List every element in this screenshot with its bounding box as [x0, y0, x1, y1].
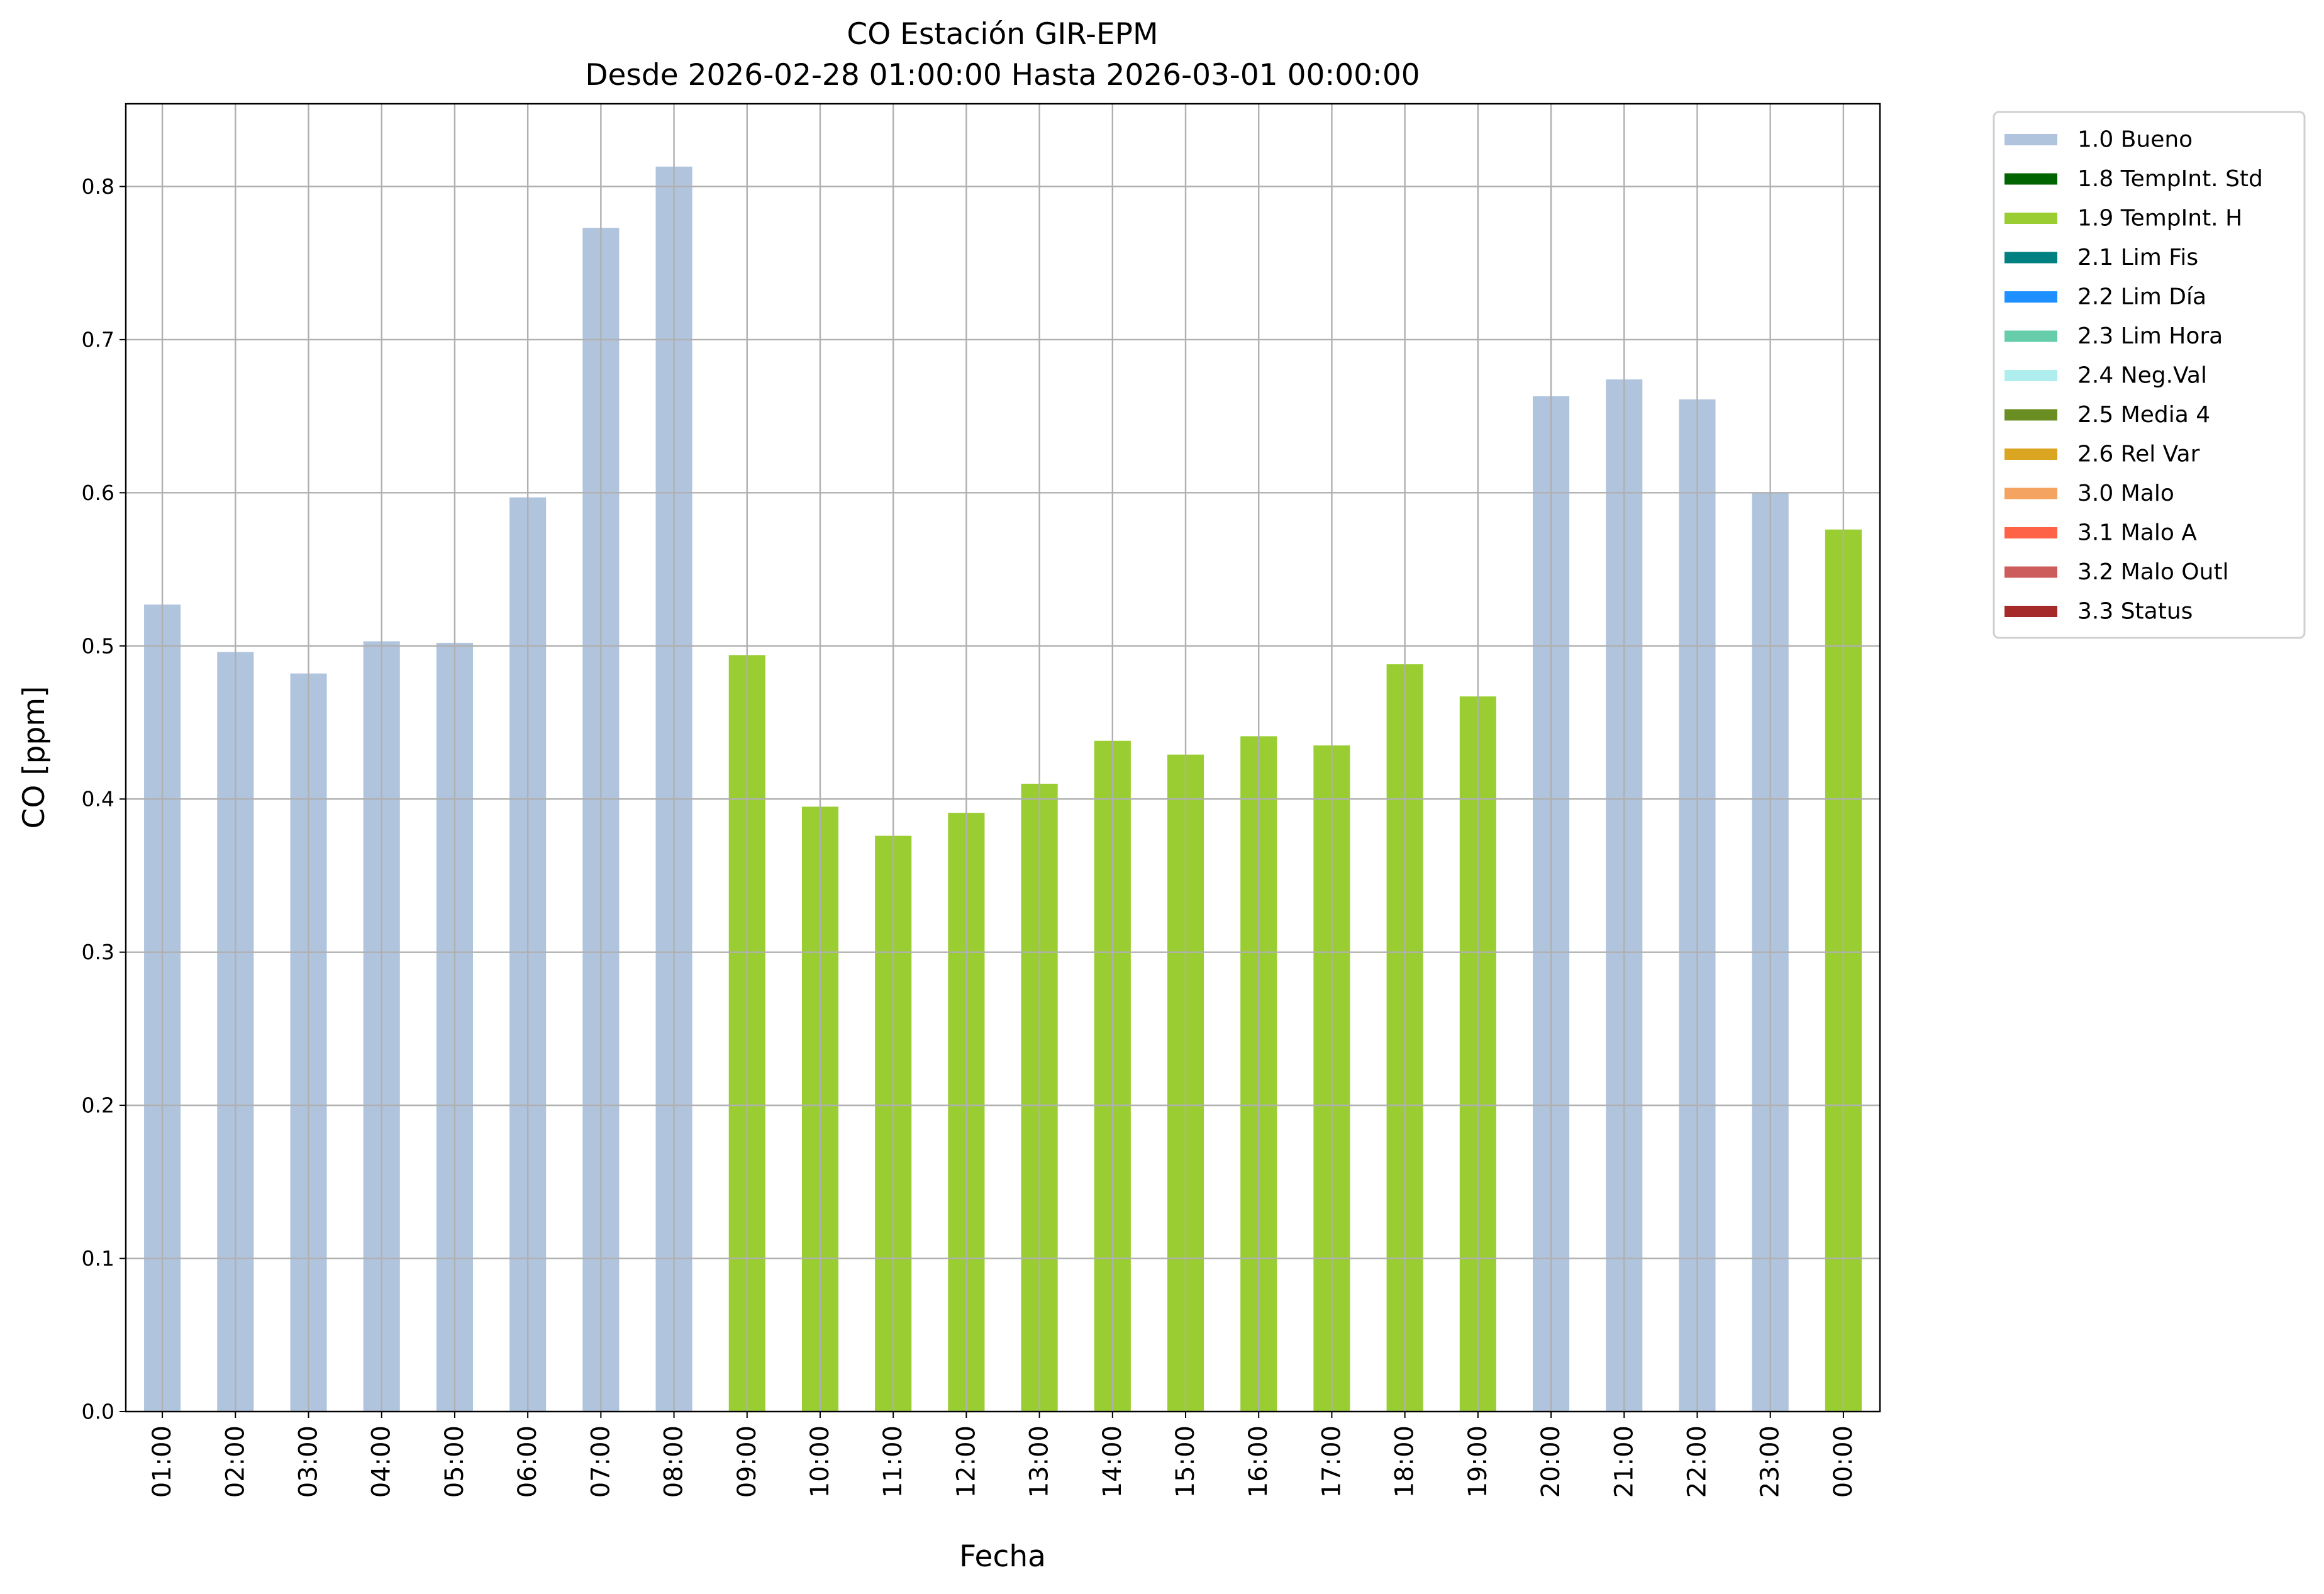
x-tick-label: 02:00	[221, 1425, 250, 1498]
x-tick-label: 22:00	[1682, 1425, 1711, 1498]
x-axis-label: Fecha	[959, 1539, 1046, 1574]
legend-label: 1.8 TempInt. Std	[2077, 166, 2263, 192]
x-tick-label: 21:00	[1610, 1425, 1638, 1498]
legend: 1.0 Bueno 1.8 TempInt. Std 1.9 TempInt. H 2…	[1993, 111, 2306, 639]
x-tick-label: 04:00	[367, 1425, 396, 1498]
x-tick-label: 15:00	[1171, 1425, 1200, 1498]
y-axis-label: CO [ppm]	[17, 686, 52, 829]
legend-label: 2.2 Lim Día	[2077, 284, 2206, 310]
legend-swatch	[2004, 527, 2057, 538]
legend-swatch	[2004, 566, 2057, 578]
legend-label: 2.6 Rel Var	[2077, 442, 2200, 467]
legend-swatch	[2004, 409, 2057, 421]
y-tick-label: 0.7	[82, 327, 114, 352]
legend-label: 1.9 TempInt. H	[2077, 206, 2242, 231]
legend-label: 2.5 Media 4	[2077, 402, 2210, 428]
legend-swatch	[2004, 252, 2057, 264]
y-tick-label: 0.2	[82, 1093, 114, 1118]
legend-label: 3.2 Malo Outl	[2077, 559, 2229, 585]
legend-swatch	[2004, 173, 2057, 185]
x-tick-label: 12:00	[952, 1425, 981, 1498]
chart-title: CO Estación GIR-EPM	[847, 17, 1158, 52]
legend-label: 2.4 Neg.Val	[2077, 363, 2207, 389]
legend-label: 2.3 Lim Hora	[2077, 323, 2223, 349]
x-tick-label: 05:00	[440, 1425, 469, 1498]
legend-label: 3.3 Status	[2077, 599, 2193, 625]
legend-swatch	[2004, 134, 2057, 145]
legend-swatch	[2004, 370, 2057, 381]
grid	[126, 104, 1880, 1413]
y-tick-label: 0.3	[82, 940, 114, 964]
chart-subtitle: Desde 2026-02-28 01:00:00 Hasta 2026-03-…	[585, 58, 1420, 92]
y-tick-label: 0.5	[82, 633, 114, 658]
x-tick-label: 14:00	[1098, 1425, 1127, 1498]
legend-label: 2.1 Lim Fis	[2077, 245, 2198, 270]
x-tick-label: 13:00	[1025, 1425, 1054, 1498]
x-tick-label: 09:00	[733, 1425, 762, 1498]
x-tick-label: 16:00	[1244, 1425, 1273, 1498]
x-tick-label: 17:00	[1317, 1425, 1346, 1498]
x-tick-label: 20:00	[1537, 1425, 1565, 1498]
x-tick-label: 08:00	[660, 1425, 689, 1498]
y-tick-label: 0.0	[82, 1400, 114, 1424]
legend-swatch	[2004, 291, 2057, 303]
x-tick-label: 10:00	[806, 1425, 835, 1498]
x-tick-label: 19:00	[1464, 1425, 1493, 1498]
plot-frame	[125, 103, 1881, 1413]
x-tick-label: 07:00	[586, 1425, 615, 1498]
legend-box	[1993, 111, 2306, 639]
legend-swatch	[2004, 213, 2057, 224]
legend-label: 3.0 Malo	[2077, 481, 2174, 506]
axes: 01:00 02:00 03:00 04:00 05:00 06:00 07:00 08:00…	[82, 174, 1858, 1498]
y-tick-label: 0.6	[82, 481, 114, 505]
y-tick-label: 0.4	[82, 787, 114, 811]
legend-label: 1.0 Bueno	[2077, 127, 2193, 153]
bars	[144, 166, 1862, 1412]
x-tick-label: 03:00	[294, 1425, 323, 1498]
legend-swatch	[2004, 488, 2057, 499]
legend-swatch	[2004, 330, 2057, 342]
y-tick-label: 0.8	[82, 174, 114, 199]
x-tick-label: 18:00	[1391, 1425, 1420, 1498]
x-tick-label: 06:00	[513, 1425, 542, 1498]
legend-swatch	[2004, 449, 2057, 460]
legend-label: 3.1 Malo A	[2077, 520, 2197, 546]
x-tick-label: 01:00	[148, 1425, 177, 1498]
y-tick-label: 0.1	[82, 1246, 114, 1271]
legend-swatch	[2004, 606, 2057, 617]
x-tick-label: 11:00	[879, 1425, 908, 1498]
x-tick-label: 23:00	[1756, 1425, 1785, 1498]
x-tick-label: 00:00	[1829, 1425, 1858, 1498]
